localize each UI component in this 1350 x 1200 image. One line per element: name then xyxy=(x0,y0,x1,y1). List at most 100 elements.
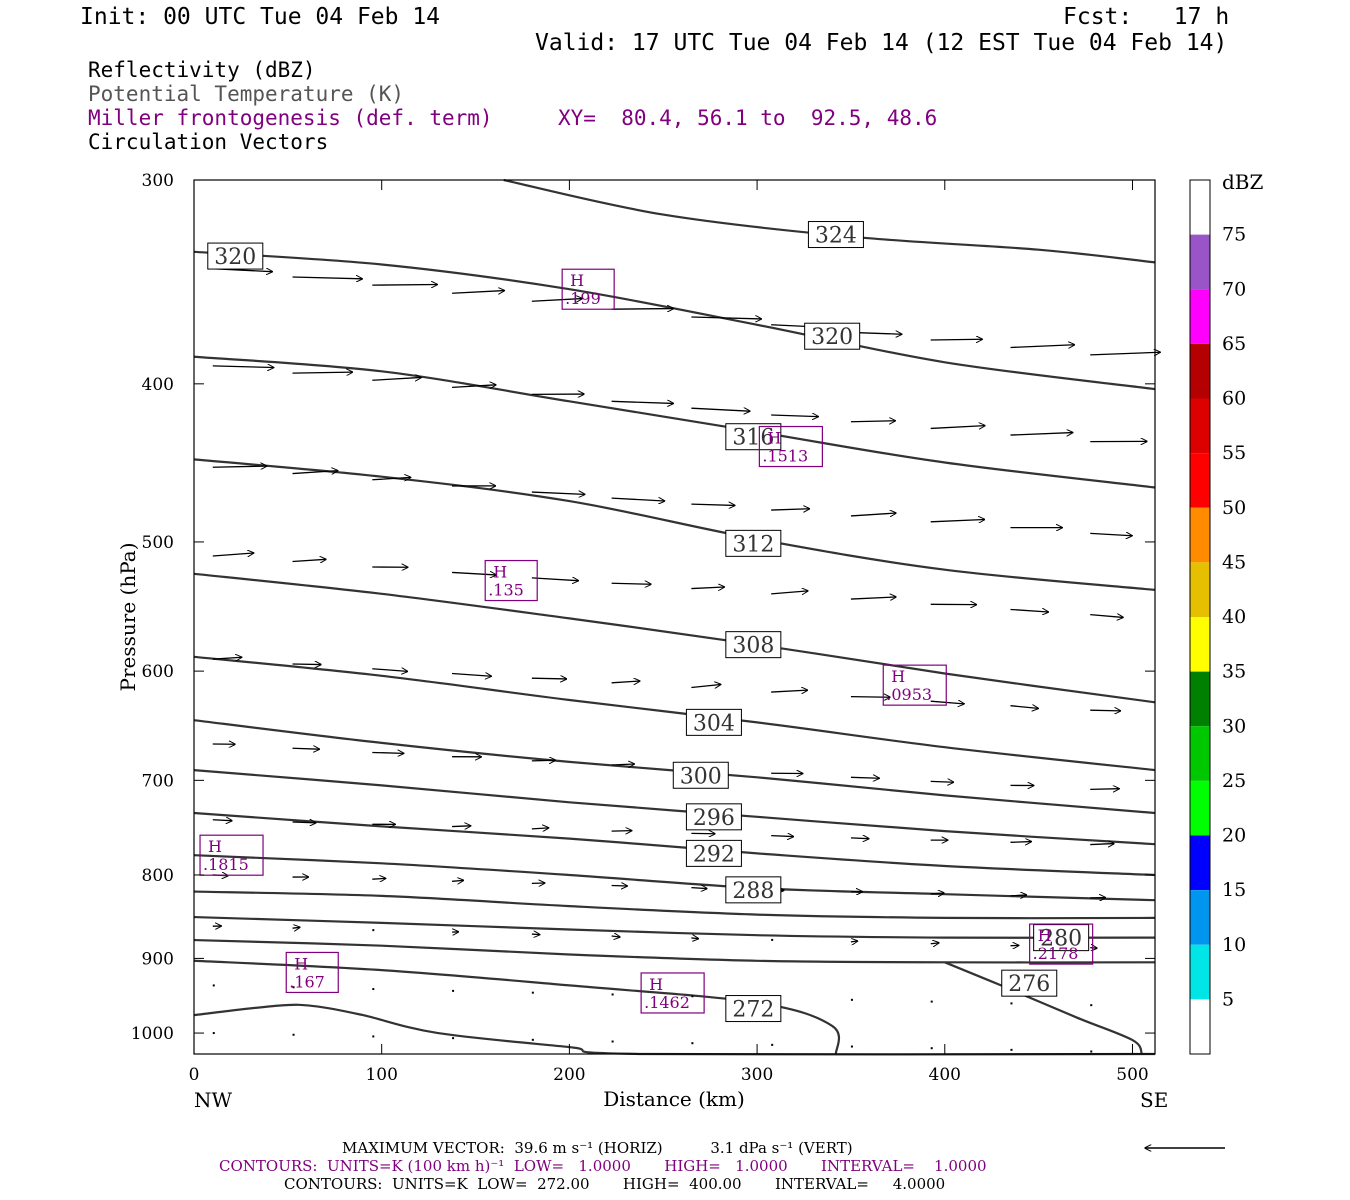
circulation-vector xyxy=(452,385,496,388)
circulation-vector xyxy=(531,760,555,761)
colorbar-tick-label: 70 xyxy=(1222,278,1246,300)
frontogenesis-max-box xyxy=(1029,923,1094,965)
isentrope-label-box xyxy=(725,876,782,904)
isentrope-label: 312 xyxy=(732,532,774,557)
circulation-vector xyxy=(691,504,734,505)
isentrope-label: 280 xyxy=(1040,927,1082,952)
y-tick-label: 400 xyxy=(142,375,174,395)
circulation-vector xyxy=(691,587,724,589)
x-end-label-left: NW xyxy=(194,1088,233,1112)
frontogenesis-max-value: .0953 xyxy=(886,685,932,704)
circulation-vector xyxy=(531,934,540,935)
circulation-vector xyxy=(452,572,496,575)
circulation-vector-dot xyxy=(212,984,215,987)
colorbar-segment xyxy=(1190,890,1210,945)
circulation-vector xyxy=(930,339,982,340)
colorbar-segment xyxy=(1190,944,1210,1000)
circulation-vector-dot xyxy=(771,938,774,941)
circulation-vector xyxy=(1010,842,1031,843)
frontogenesis-contour-info: CONTOURS: UNITS=K (100 km h)⁻¹ LOW= 1.00… xyxy=(219,1157,987,1175)
colorbar-segment xyxy=(1190,726,1210,781)
isentrope-line xyxy=(193,250,1156,391)
isentrope-label-box xyxy=(685,839,742,867)
x-tick-label: 100 xyxy=(365,1065,397,1085)
circulation-vector xyxy=(1090,948,1097,949)
isentrope-label: 300 xyxy=(680,764,722,789)
circulation-vector xyxy=(372,377,421,380)
colorbar-unit-label: dBZ xyxy=(1222,170,1264,194)
legend-theta: Potential Temperature (K) xyxy=(88,82,405,106)
circulation-vector xyxy=(1090,352,1160,355)
circulation-vector-dot xyxy=(452,989,455,992)
colorbar-tick-label: 10 xyxy=(1222,934,1246,956)
x-tick-label: 0 xyxy=(189,1065,200,1085)
isentrope-label: 320 xyxy=(811,325,853,350)
circulation-vector xyxy=(292,277,363,279)
circulation-vector-dot xyxy=(691,1042,694,1045)
legend-frontogenesis: Miller frontogenesis (def. term) xyxy=(88,106,493,130)
forecast-hour: Fcst: 17 h xyxy=(1063,4,1230,30)
isentrope-label: 316 xyxy=(732,426,774,451)
circulation-vector-dot xyxy=(372,988,375,991)
colorbar-segment xyxy=(1190,562,1210,617)
circulation-vector xyxy=(930,701,964,704)
frontogenesis-max-label: H xyxy=(570,271,584,290)
y-tick-label: 600 xyxy=(142,662,174,682)
isentrope-label-box xyxy=(685,708,742,736)
isentrope-label-box xyxy=(725,995,782,1023)
colorbar-tick-label: 5 xyxy=(1222,988,1234,1010)
circulation-vector xyxy=(212,466,267,467)
circulation-vector-dot xyxy=(1090,1004,1093,1007)
circulation-vector xyxy=(212,657,242,659)
circulation-vector xyxy=(1090,789,1119,790)
circulation-vector xyxy=(1010,345,1074,348)
circulation-vector xyxy=(850,777,879,778)
colorbar-segment xyxy=(1190,617,1210,672)
circulation-vector-dot xyxy=(930,1047,933,1050)
y-tick-label: 900 xyxy=(142,949,174,969)
isentrope-line xyxy=(193,572,1156,704)
isentrope-line xyxy=(193,655,1156,772)
circulation-vector xyxy=(1090,844,1114,845)
circulation-vector xyxy=(452,291,504,294)
circulation-vector xyxy=(771,509,809,510)
circulation-vector xyxy=(611,309,674,310)
isentrope-line xyxy=(193,915,1156,939)
circulation-vector xyxy=(1010,706,1038,709)
frontogenesis-max-label: H xyxy=(649,975,663,994)
circulation-vector xyxy=(212,820,232,821)
isentrope-label-box xyxy=(725,423,782,451)
init-time: Init: 00 UTC Tue 04 Feb 14 xyxy=(80,4,441,30)
frontogenesis-max-box xyxy=(640,972,705,1014)
colorbar-tick-label: 15 xyxy=(1222,879,1246,901)
frontogenesis-max-box xyxy=(199,834,264,876)
y-tick-label: 800 xyxy=(142,866,174,886)
circulation-vector xyxy=(611,498,665,501)
isentrope-line xyxy=(193,959,841,1055)
isentrope-label: 296 xyxy=(693,806,735,831)
colorbar-tick-label: 75 xyxy=(1222,224,1246,246)
colorbar-tick-label: 45 xyxy=(1222,551,1246,573)
circulation-vector xyxy=(1010,895,1026,896)
isentrope-label: 292 xyxy=(693,842,735,867)
isentrope-label-box xyxy=(807,221,864,249)
circulation-vector xyxy=(292,927,300,928)
isentrope-label-box xyxy=(725,631,782,659)
circulation-vector-dot xyxy=(850,1045,853,1048)
circulation-vector xyxy=(930,519,985,521)
circulation-vector xyxy=(1090,615,1123,618)
frontogenesis-max-label: H xyxy=(767,429,781,448)
isentrope-line xyxy=(193,769,1156,846)
frontogenesis-max-label: H xyxy=(208,837,222,856)
isentrope-label: 308 xyxy=(732,634,774,659)
colorbar-segment xyxy=(1190,398,1210,454)
isentrope-label-box xyxy=(207,242,264,270)
isentrope-line xyxy=(193,719,1156,815)
circulation-vector xyxy=(372,284,437,285)
circulation-vector xyxy=(851,941,858,942)
circulation-vector xyxy=(850,421,895,422)
colorbar-segment xyxy=(1190,835,1210,891)
x-axis-title: Distance (km) xyxy=(603,1087,745,1111)
isentrope-line xyxy=(193,854,1156,902)
